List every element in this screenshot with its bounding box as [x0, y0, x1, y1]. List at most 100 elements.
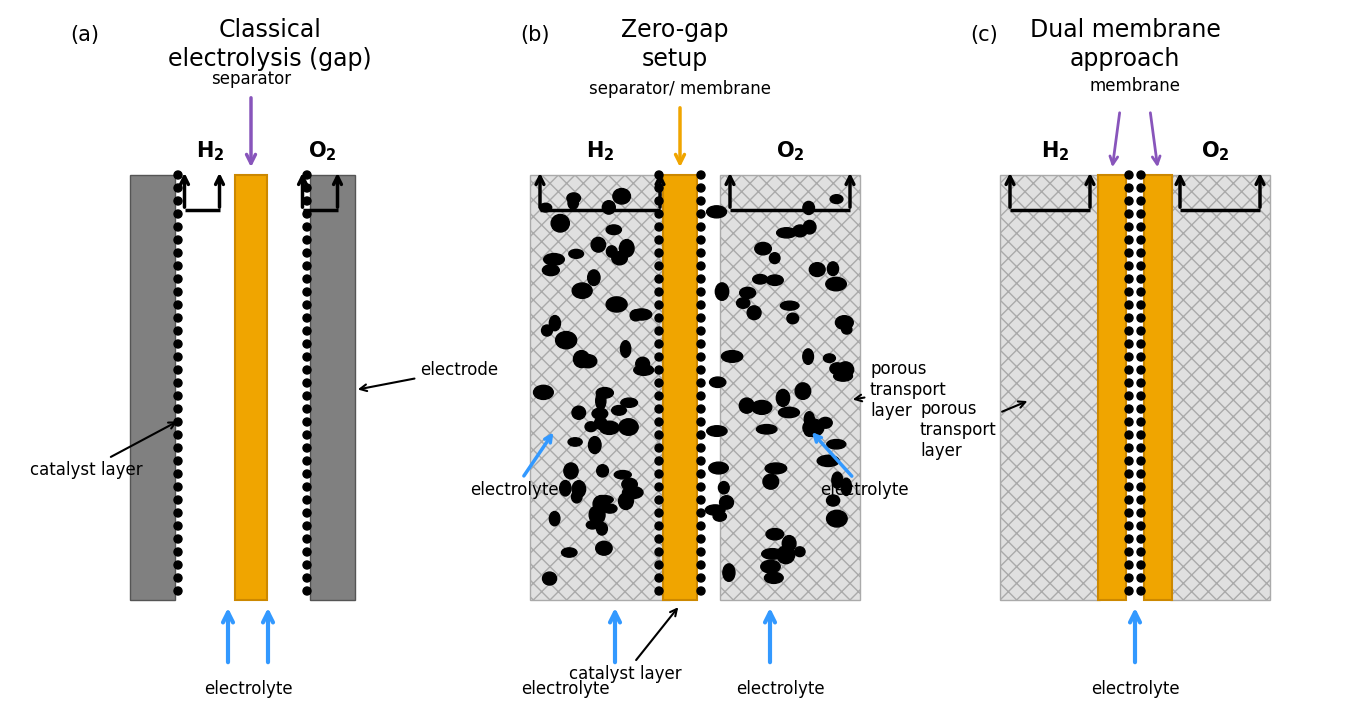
Ellipse shape — [780, 301, 799, 310]
Circle shape — [302, 535, 311, 543]
Ellipse shape — [809, 263, 825, 276]
Circle shape — [697, 392, 705, 400]
Text: separator/ membrane: separator/ membrane — [589, 80, 771, 98]
Circle shape — [174, 236, 182, 244]
Circle shape — [697, 301, 705, 309]
Ellipse shape — [722, 564, 734, 581]
Ellipse shape — [612, 406, 626, 415]
Circle shape — [697, 275, 705, 283]
Circle shape — [1125, 535, 1133, 543]
Ellipse shape — [767, 275, 783, 286]
Circle shape — [302, 223, 311, 231]
Ellipse shape — [586, 521, 598, 529]
Circle shape — [1125, 275, 1133, 283]
Circle shape — [655, 223, 663, 231]
Circle shape — [655, 171, 663, 179]
Ellipse shape — [632, 309, 652, 320]
Ellipse shape — [832, 472, 842, 488]
Ellipse shape — [614, 471, 632, 479]
Circle shape — [697, 210, 705, 218]
Circle shape — [1137, 483, 1145, 491]
Ellipse shape — [621, 341, 630, 357]
Ellipse shape — [740, 288, 756, 298]
Circle shape — [174, 535, 182, 543]
Circle shape — [1137, 535, 1145, 543]
Ellipse shape — [721, 350, 743, 362]
Ellipse shape — [841, 478, 852, 496]
Circle shape — [174, 561, 182, 569]
Circle shape — [302, 301, 311, 309]
Ellipse shape — [541, 325, 552, 336]
Circle shape — [655, 535, 663, 543]
Circle shape — [697, 587, 705, 595]
Circle shape — [655, 405, 663, 413]
Ellipse shape — [572, 283, 593, 298]
Ellipse shape — [585, 422, 597, 431]
Circle shape — [697, 561, 705, 569]
Circle shape — [1137, 184, 1145, 192]
Circle shape — [174, 444, 182, 452]
Circle shape — [697, 431, 705, 439]
Circle shape — [174, 275, 182, 283]
Ellipse shape — [761, 560, 780, 573]
Circle shape — [655, 392, 663, 400]
Text: electrolyte: electrolyte — [204, 680, 293, 698]
Circle shape — [697, 171, 705, 179]
Circle shape — [1125, 431, 1133, 439]
Circle shape — [1125, 340, 1133, 348]
Circle shape — [1137, 171, 1145, 179]
Circle shape — [655, 522, 663, 530]
Circle shape — [1137, 210, 1145, 218]
Circle shape — [174, 262, 182, 270]
Circle shape — [697, 444, 705, 452]
Ellipse shape — [606, 225, 621, 234]
Circle shape — [302, 236, 311, 244]
Circle shape — [302, 483, 311, 491]
Circle shape — [1137, 457, 1145, 465]
Circle shape — [1137, 431, 1145, 439]
Circle shape — [655, 587, 663, 595]
Text: electrolyte: electrolyte — [470, 436, 559, 499]
Circle shape — [1125, 288, 1133, 296]
Circle shape — [697, 327, 705, 335]
Circle shape — [174, 314, 182, 322]
Ellipse shape — [782, 535, 796, 551]
Ellipse shape — [543, 265, 559, 276]
Circle shape — [697, 288, 705, 296]
Ellipse shape — [826, 439, 846, 449]
Ellipse shape — [718, 481, 729, 494]
Circle shape — [174, 366, 182, 374]
Circle shape — [1137, 262, 1145, 270]
Ellipse shape — [572, 481, 586, 498]
Circle shape — [302, 353, 311, 361]
Circle shape — [174, 353, 182, 361]
Circle shape — [697, 470, 705, 478]
Circle shape — [1125, 522, 1133, 530]
Ellipse shape — [826, 277, 846, 290]
Circle shape — [1125, 444, 1133, 452]
Circle shape — [302, 509, 311, 517]
Ellipse shape — [533, 385, 554, 399]
Circle shape — [302, 210, 311, 218]
Circle shape — [1137, 561, 1145, 569]
Text: $\mathbf{H_2}$: $\mathbf{H_2}$ — [586, 140, 614, 163]
Text: (b): (b) — [520, 25, 549, 45]
Circle shape — [697, 405, 705, 413]
Bar — [310, 175, 355, 600]
Circle shape — [302, 405, 311, 413]
Ellipse shape — [622, 478, 637, 491]
Circle shape — [655, 366, 663, 374]
Ellipse shape — [568, 249, 583, 258]
Ellipse shape — [705, 505, 725, 515]
Circle shape — [1125, 561, 1133, 569]
Circle shape — [1137, 496, 1145, 504]
Ellipse shape — [776, 389, 790, 407]
Circle shape — [174, 509, 182, 517]
Ellipse shape — [830, 194, 842, 204]
Ellipse shape — [817, 455, 840, 466]
Circle shape — [1125, 314, 1133, 322]
Ellipse shape — [549, 315, 560, 330]
Bar — [720, 175, 860, 600]
Circle shape — [302, 184, 311, 192]
Ellipse shape — [612, 251, 628, 265]
